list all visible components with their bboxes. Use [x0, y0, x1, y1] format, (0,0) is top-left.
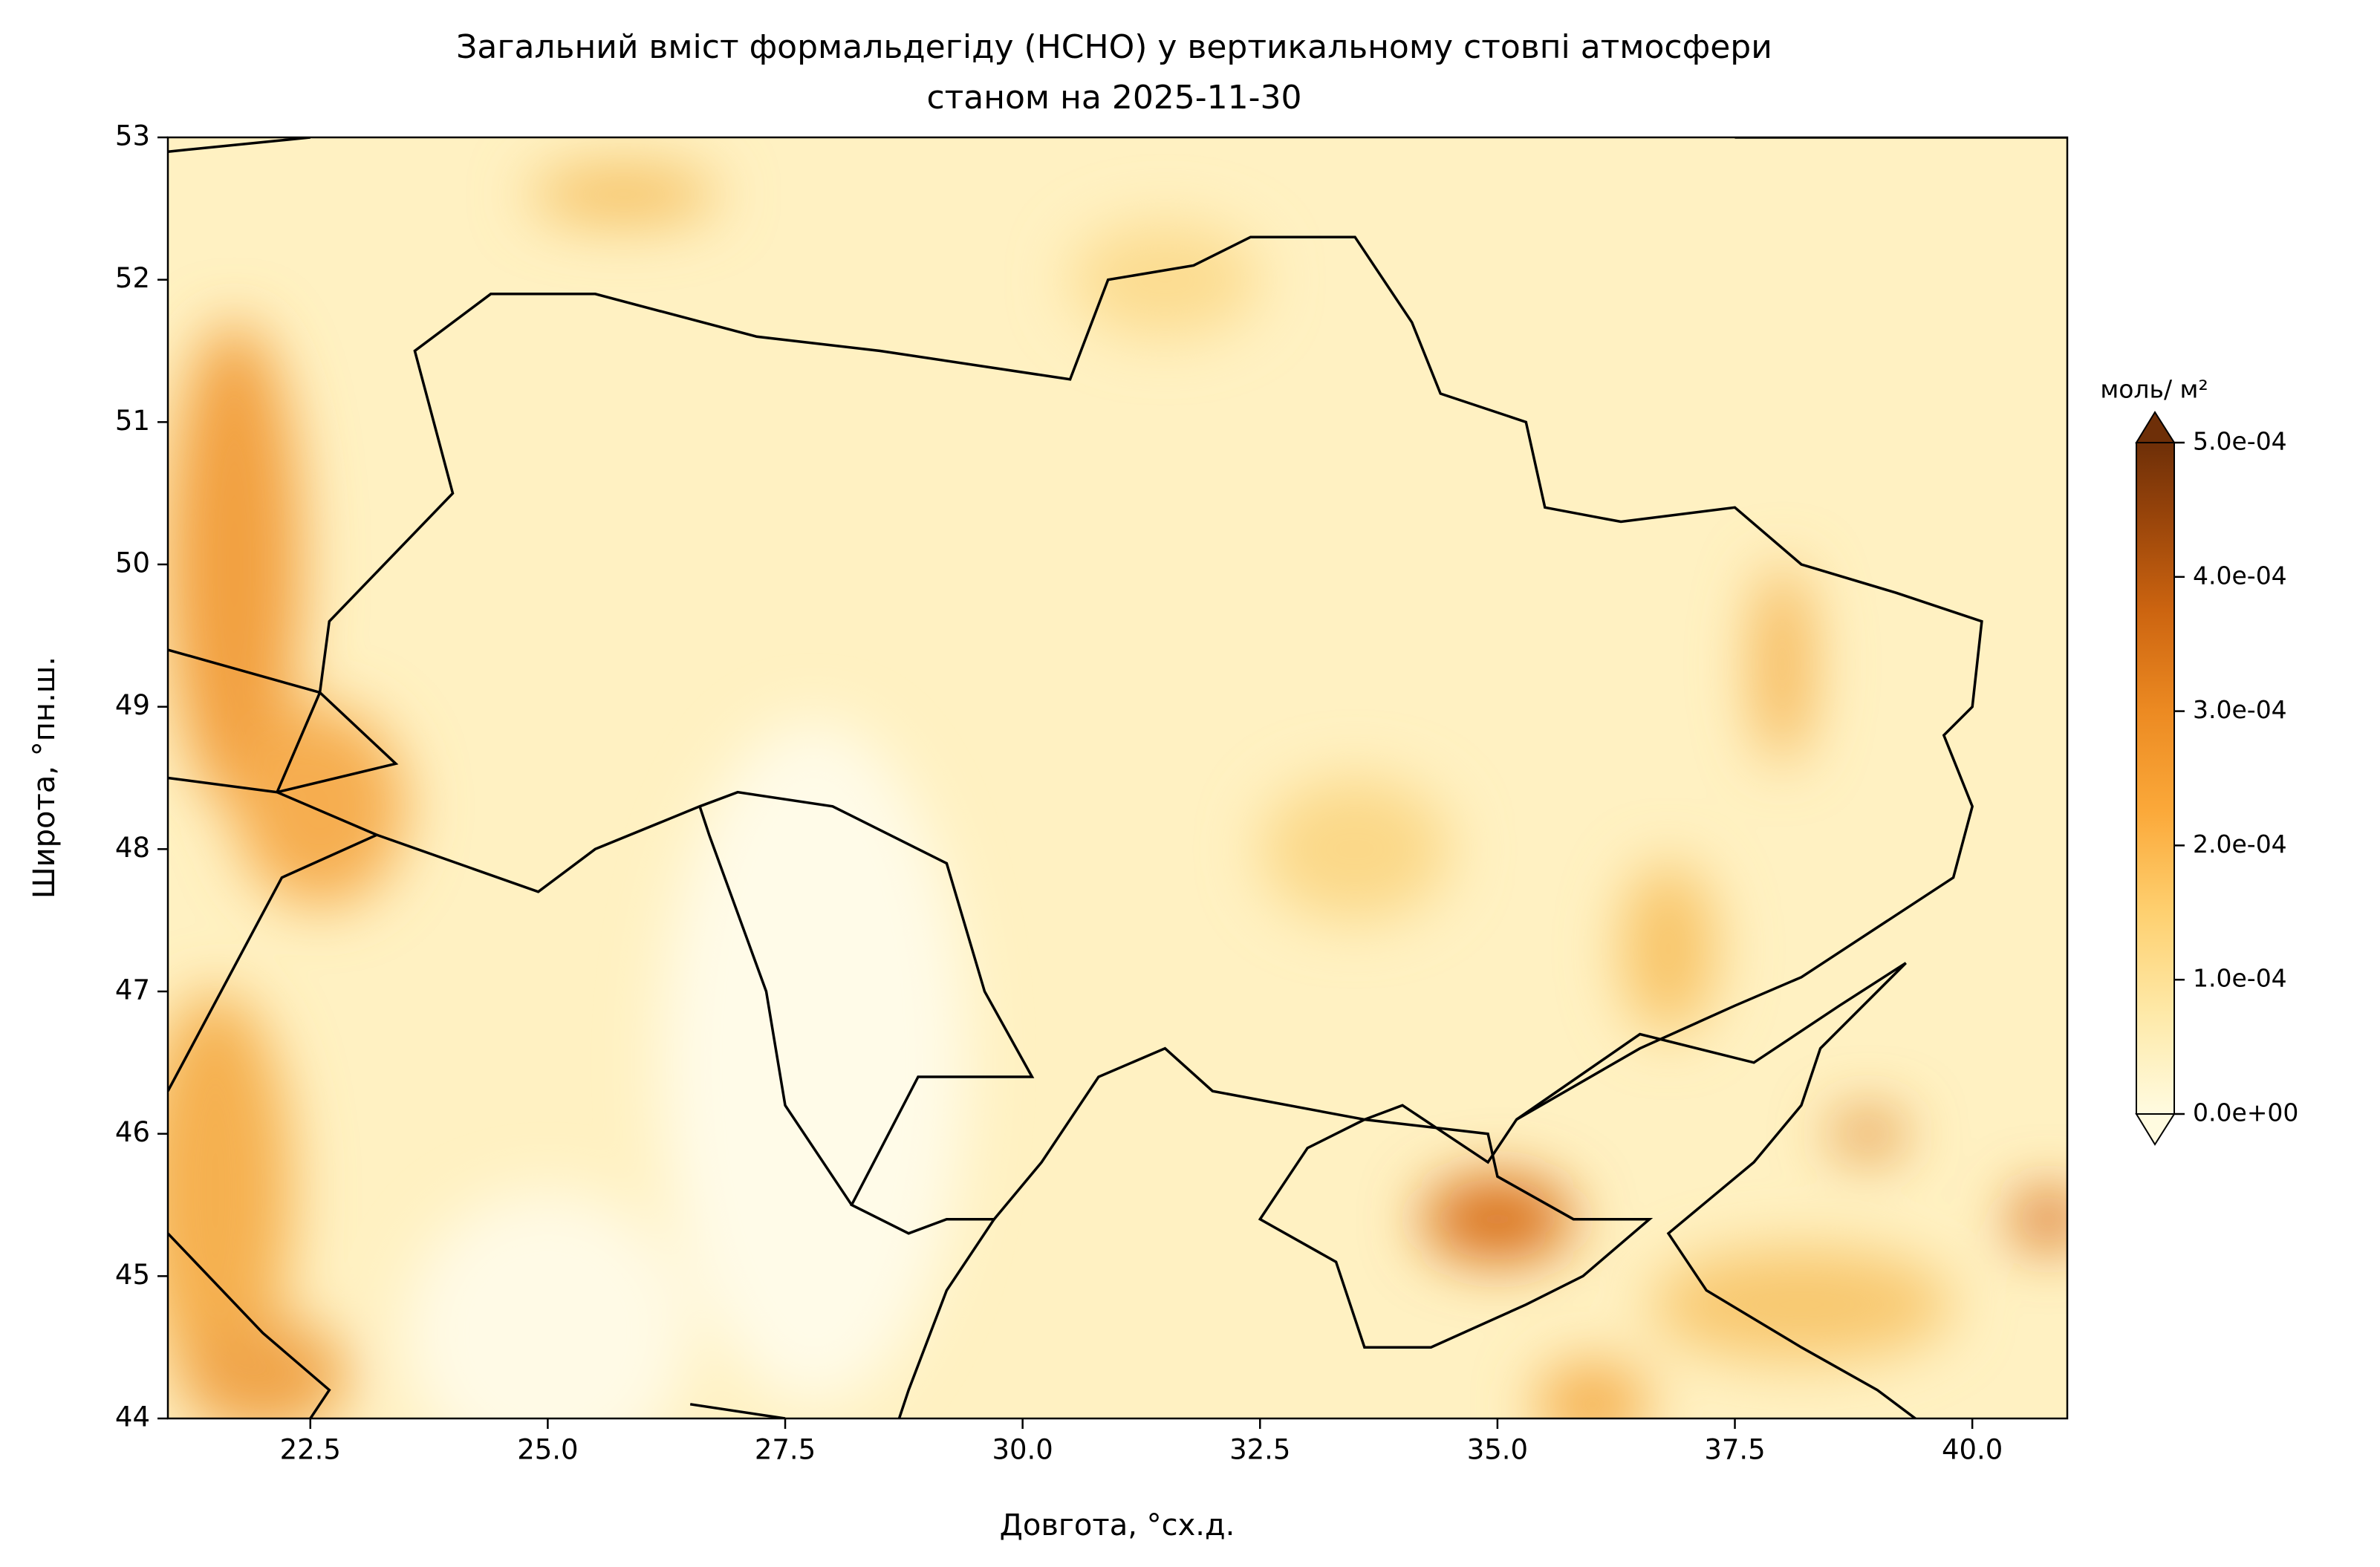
field-patch [405, 1190, 691, 1418]
field-patch [168, 322, 301, 807]
y-tick-label: 48 [115, 832, 150, 864]
y-tick-label: 52 [115, 262, 150, 294]
y-tick-label: 50 [115, 547, 150, 579]
colorbar-tick-label: 0.0e+00 [2193, 1098, 2298, 1127]
chart-title: Загальний вміст формальдегіду (HCHO) у в… [456, 28, 1772, 66]
y-tick-label: 46 [115, 1116, 150, 1148]
border [168, 1232, 331, 1418]
x-tick-label: 32.5 [1229, 1434, 1290, 1466]
border [168, 833, 378, 1092]
x-tick-label: 35.0 [1467, 1434, 1528, 1466]
colorbar-tick-label: 3.0e-04 [2193, 695, 2287, 724]
x-tick-label: 25.0 [517, 1434, 578, 1466]
field-patch [1621, 863, 1716, 1035]
field-patch [1754, 564, 1811, 764]
field-patch [1421, 1176, 1574, 1263]
field-patch [2010, 1190, 2067, 1248]
x-tick-label: 22.5 [280, 1434, 341, 1466]
field-patch [1649, 1248, 1954, 1362]
concentration-field [168, 137, 2067, 1418]
colorbar-min-arrow [2135, 1113, 2176, 1146]
colorbar-tick-label: 5.0e-04 [2193, 427, 2287, 456]
field-patch [1535, 1361, 1650, 1418]
field-patch [1260, 778, 1450, 921]
field-patch [1070, 223, 1261, 337]
y-tick-label: 44 [115, 1401, 150, 1433]
field-patch [234, 706, 406, 906]
field-background [168, 137, 2067, 1418]
y-tick-label: 49 [115, 689, 150, 721]
colorbar-max-arrow [2135, 411, 2176, 443]
x-tick-label: 37.5 [1704, 1434, 1765, 1466]
border [168, 648, 399, 794]
x-tick-label: 30.0 [992, 1434, 1053, 1466]
x-axis-label: Довгота, °сх.д. [1000, 1508, 1235, 1542]
border [1515, 962, 1918, 1418]
border [276, 235, 1983, 1235]
colorbar-tick-label: 2.0e-04 [2193, 830, 2287, 859]
colorbar-tick-label: 4.0e-04 [2193, 561, 2287, 590]
plot-frame [166, 136, 2069, 1420]
field-patch [661, 720, 966, 1404]
y-axis-label: Широта, °пн.ш. [27, 657, 62, 899]
colorbar [2136, 442, 2175, 1115]
border [689, 1403, 786, 1418]
border [1258, 1118, 1654, 1349]
x-tick-label: 27.5 [755, 1434, 816, 1466]
colorbar-label: моль/ м² [2100, 375, 2208, 404]
border [698, 806, 853, 1206]
field-patch [168, 991, 292, 1390]
field-patch [1830, 1112, 1906, 1156]
chart-subtitle: станом на 2025-11-30 [926, 79, 1301, 117]
y-tick-label: 53 [115, 120, 150, 152]
x-tick-label: 40.0 [1942, 1434, 2003, 1466]
field-patch [528, 166, 719, 223]
field-patch [177, 1318, 348, 1418]
y-tick-label: 47 [115, 974, 150, 1006]
y-tick-label: 45 [115, 1259, 150, 1291]
border [897, 1218, 995, 1418]
border [168, 137, 310, 153]
colorbar-tick-label: 1.0e-04 [2193, 964, 2287, 993]
y-tick-label: 51 [115, 405, 150, 437]
